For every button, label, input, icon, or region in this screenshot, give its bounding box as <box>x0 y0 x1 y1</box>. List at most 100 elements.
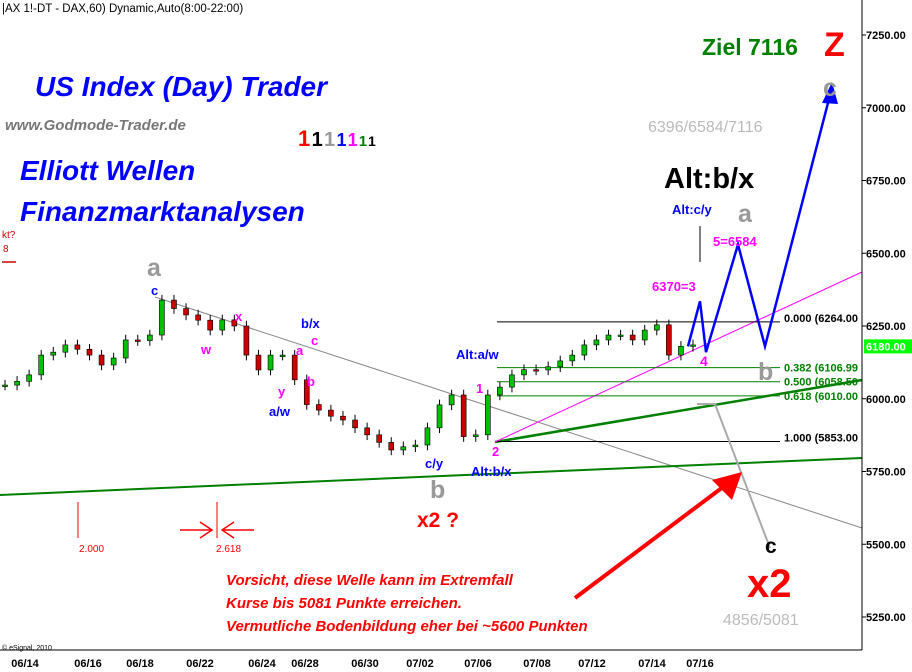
arrow-left-icon <box>220 521 254 539</box>
candle <box>605 334 612 341</box>
wave-4: 4 <box>700 353 708 369</box>
fib-level-label: 0.000 (6264.00 <box>784 313 858 325</box>
candle <box>316 404 322 411</box>
wave-bx-mid: b/x <box>301 316 321 331</box>
degree-digit: 1 <box>368 133 376 149</box>
y-tick-label: 6250.00 <box>866 321 906 333</box>
candle <box>291 354 298 381</box>
downtrend-line <box>154 296 863 529</box>
candle <box>243 325 250 356</box>
x-tick-label: 06/28 <box>291 658 319 670</box>
alt-bx: Alt:b/x <box>471 464 512 479</box>
wave-x: x <box>235 309 243 324</box>
alt-path <box>697 403 771 549</box>
fib-level-label: 1.000 (5853.00 <box>784 433 858 445</box>
warning-line-2: Kurse bis 5081 Punkte erreichen. <box>226 595 462 612</box>
candle <box>400 446 407 451</box>
candle <box>340 415 346 421</box>
degree-digit: 1 <box>336 130 346 150</box>
candle <box>557 360 564 368</box>
candle <box>569 354 576 362</box>
x-tick-label: 06/16 <box>74 658 102 670</box>
y-tick-label: 5500.00 <box>866 539 906 551</box>
candle <box>50 351 57 356</box>
wave-2: 2 <box>492 444 499 459</box>
candle <box>521 369 527 376</box>
degree-digit: 1 <box>312 129 323 151</box>
degree-digit: 1 <box>298 126 310 151</box>
wave-1: 1 <box>476 381 483 396</box>
candle <box>653 324 660 331</box>
brand-website: www.Godmode-Trader.de <box>5 117 186 134</box>
wave-b-small: b <box>307 374 315 389</box>
y-tick-label: 7250.00 <box>866 30 906 42</box>
x-tick-label: 06/24 <box>248 658 276 670</box>
copyright: © eSignal, 2010 <box>2 644 52 652</box>
alt-aw: Alt:a/w <box>456 347 500 362</box>
channel-line <box>494 271 863 443</box>
brand-title: US Index (Day) Trader <box>35 71 329 102</box>
wave-a-small: a <box>296 343 304 358</box>
support-line <box>494 378 863 444</box>
wave-b-right: b <box>758 358 773 386</box>
candle <box>267 354 274 371</box>
left-partial-1: kt? <box>2 230 16 241</box>
candle <box>509 374 515 388</box>
x-tick-label: 07/02 <box>406 658 434 670</box>
candle <box>424 427 431 446</box>
left-partial-2: 8 <box>3 244 9 255</box>
wave-z: Z <box>824 26 845 64</box>
wave-b-big: b <box>430 476 445 504</box>
degree-digit: 1 <box>324 129 335 151</box>
warning-arrowhead <box>712 472 742 500</box>
wave-a-top: a <box>738 200 753 228</box>
candle <box>122 339 129 359</box>
fib-time-label-2618: 2.618 <box>216 544 241 555</box>
y-tick-label: 7000.00 <box>866 103 906 115</box>
projection-arrowhead <box>822 82 838 104</box>
fib-level-label: 0.618 (6010.00 <box>784 391 858 403</box>
wave-3-target: 6370=3 <box>652 279 696 294</box>
last-price-label: 6180.00 <box>866 341 906 353</box>
x-tick-label: 06/22 <box>186 658 214 670</box>
candle <box>86 348 93 356</box>
candle <box>26 374 32 382</box>
candle <box>195 314 201 321</box>
warning-line-3: Vermutliche Bodenbildung eher bei ~5600 … <box>226 618 588 635</box>
projection-path <box>686 87 834 353</box>
brand-subtitle-2: Finanzmarktanalysen <box>20 196 305 227</box>
x-tick-label: 06/18 <box>126 658 154 670</box>
wave-a-left: a <box>147 254 162 282</box>
candle <box>412 444 419 448</box>
wave-c-small: c <box>311 333 318 348</box>
candle <box>328 409 334 417</box>
x-tick-label: 07/16 <box>686 658 714 670</box>
wave-c-left: c <box>151 283 158 298</box>
arrow-right-icon <box>180 521 214 539</box>
candle <box>545 366 551 371</box>
x-tick-label: 07/08 <box>523 658 551 670</box>
candle <box>472 434 479 437</box>
candle <box>110 357 117 366</box>
candle <box>62 344 69 353</box>
candle <box>364 427 370 436</box>
candle <box>581 344 588 356</box>
long-support-line <box>0 457 863 496</box>
alt-cy: Alt:c/y <box>672 202 713 217</box>
candle <box>593 339 600 346</box>
candle <box>376 434 382 443</box>
candle <box>147 334 153 341</box>
fib-level-label: 0.382 (6106.99 <box>784 363 858 375</box>
candle <box>497 386 503 396</box>
candle <box>617 334 624 337</box>
x-tick-label: 06/14 <box>11 658 39 670</box>
y-tick-label: 5250.00 <box>866 612 906 624</box>
candle <box>352 419 358 429</box>
fib-time-label-2000: 2.000 <box>79 544 104 555</box>
candle <box>448 394 455 406</box>
y-tick-label: 5750.00 <box>866 467 906 479</box>
candle <box>690 344 696 347</box>
